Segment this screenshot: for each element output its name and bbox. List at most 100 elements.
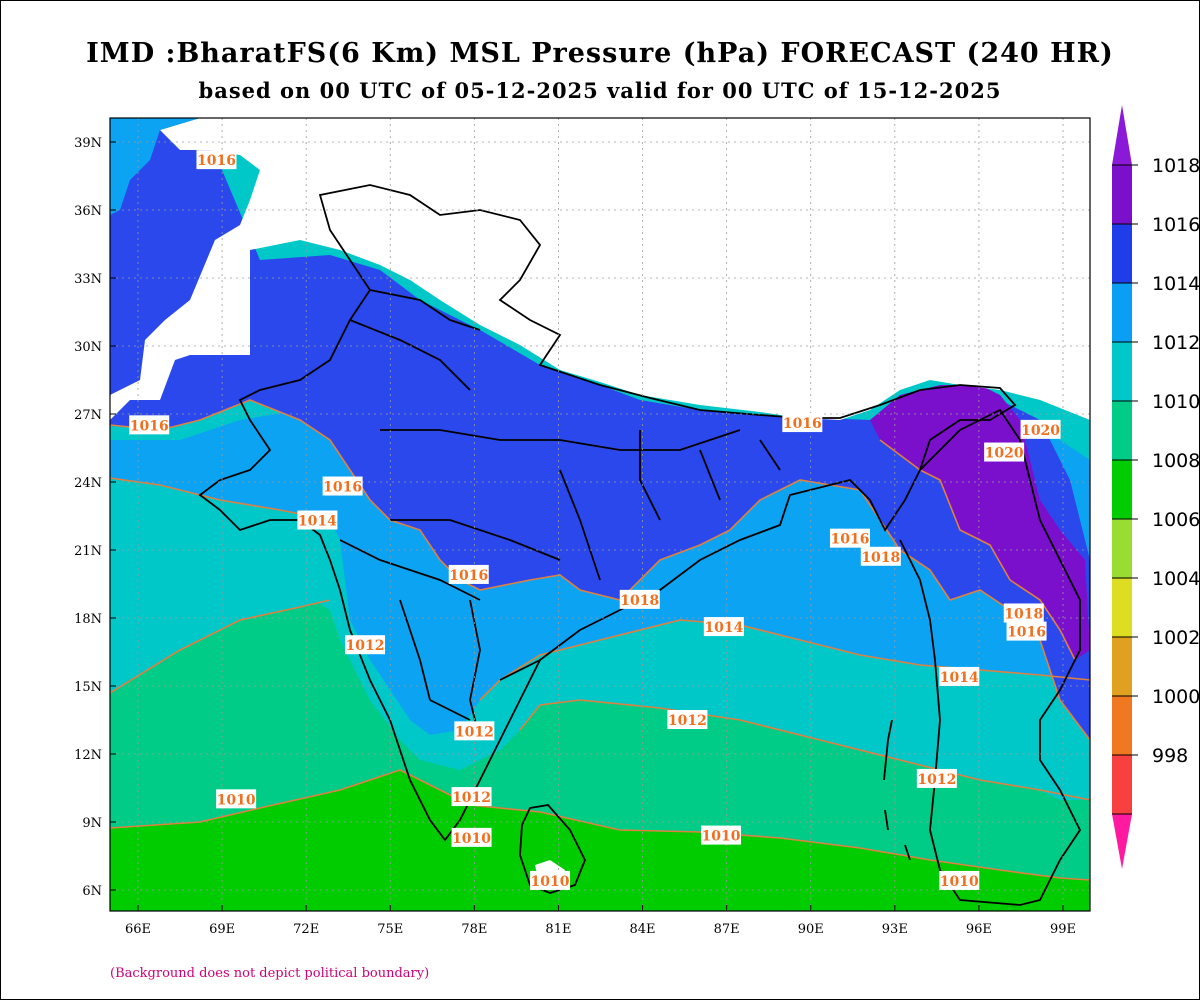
colorbar-label: 1008	[1152, 450, 1200, 472]
colorbar-segment	[1112, 401, 1132, 460]
colorbar-segment	[1112, 165, 1132, 224]
contour-label: 1014	[940, 670, 979, 686]
colorbar-segment	[1112, 696, 1132, 755]
lat-tick-label: 21N	[74, 544, 102, 559]
grid	[110, 118, 1090, 911]
lat-tick-label: 30N	[74, 340, 102, 355]
isobar-1012	[110, 599, 1090, 801]
colorbar-top-arrow	[1112, 105, 1132, 165]
colorbar: 1018 1016 1014 1012 1010 1008 1006 1004 1002 1000…	[1112, 105, 1200, 869]
contour-label: 1014	[298, 514, 337, 530]
colorbar-segment	[1112, 637, 1132, 696]
contour-label: 1016	[323, 480, 362, 496]
axes: 66E 69E 72E 75E 78E 81E 84E 87E 90E 93E 96E 99E 39N 3…	[74, 136, 1076, 937]
colorbar-label: 1014	[1152, 273, 1200, 295]
myanmar-outline	[899, 408, 1082, 906]
lon-tick-label: 90E	[798, 922, 824, 937]
contour-label: 1016	[1007, 625, 1046, 641]
contour-label-box	[297, 510, 338, 530]
colorbar-segment	[1112, 519, 1132, 578]
isobar-1016	[110, 399, 1090, 741]
contour-label: 1014	[704, 620, 743, 636]
colorbar-segment	[1112, 224, 1132, 283]
contour-label-box	[454, 721, 495, 741]
contour-label-box	[939, 870, 980, 890]
isobar-1014	[110, 477, 1090, 701]
colorbar-label: 1016	[1152, 214, 1200, 236]
contour-label: 1012	[455, 724, 494, 740]
contour-label: 1018	[1004, 606, 1043, 622]
contour-label-box	[703, 617, 744, 637]
lat-tick-label: 39N	[74, 136, 102, 151]
contour-label: 1018	[861, 550, 900, 566]
lat-tick-label: 33N	[74, 272, 102, 287]
contour-label: 1016	[197, 153, 236, 169]
colorbar-segment	[1112, 578, 1132, 637]
contour-label-box	[322, 476, 363, 496]
india-outline	[198, 184, 1017, 842]
contour-label-box	[216, 789, 257, 809]
contour-label-box	[984, 442, 1025, 462]
contour-label-box	[667, 710, 708, 729]
contour-label-box	[345, 635, 386, 655]
lon-tick-label: 87E	[714, 922, 740, 937]
field-1008	[110, 770, 1090, 911]
map-title: IMD :BharatFS(6 Km) MSL Pressure (hPa) F…	[86, 38, 1114, 69]
state-lines	[339, 289, 781, 741]
lon-tick-label: 66E	[125, 922, 151, 937]
colorbar-segment	[1112, 342, 1132, 401]
contour-label: 1016	[783, 416, 822, 432]
lon-tick-label: 78E	[461, 922, 487, 937]
colorbar-segment	[1112, 283, 1132, 342]
isobar-1010-south	[110, 769, 1090, 881]
lon-tick-label: 99E	[1050, 922, 1076, 937]
colorbar-label: 1006	[1152, 509, 1200, 531]
colorbar-label: 1004	[1152, 568, 1200, 590]
lat-tick-label: 18N	[74, 612, 102, 627]
contour-label: 1010	[531, 874, 570, 890]
lon-tick-label: 93E	[882, 922, 908, 937]
contour-label-box	[451, 787, 492, 807]
lat-tick-label: 27N	[74, 408, 102, 423]
lat-tick-label: 12N	[74, 748, 102, 763]
field-1016	[110, 118, 1090, 740]
terrain-mask-north	[110, 118, 1090, 420]
map-subtitle: based on 00 UTC of 05-12-2025 valid for …	[198, 78, 1002, 103]
contour-label: 1010	[940, 874, 979, 890]
contour-label-box	[448, 564, 489, 584]
contour-label-box	[860, 546, 901, 566]
contour-label: 1016	[830, 532, 869, 548]
contour-label: 1012	[346, 638, 385, 654]
terrain-mask-northwest	[110, 118, 200, 215]
colorbar-label: 998	[1152, 745, 1188, 767]
contour-label-box	[1003, 603, 1044, 623]
contour-label-box	[129, 415, 170, 435]
contour-label: 1012	[917, 772, 956, 788]
lat-tick-label: 24N	[74, 476, 102, 491]
colorbar-bottom-arrow	[1112, 814, 1132, 869]
contour-label: 1012	[452, 790, 491, 806]
contour-label-box	[701, 825, 742, 845]
lat-tick-label: 9N	[82, 816, 102, 831]
contour-label-box	[1006, 621, 1047, 641]
colorbar-label: 1002	[1152, 627, 1200, 649]
colorbar-label: 1010	[1152, 391, 1200, 413]
lon-tick-label: 81E	[545, 922, 571, 937]
footnote: (Background does not depict political bo…	[110, 966, 430, 981]
contour-label-box	[939, 666, 980, 686]
plot-border	[109, 117, 1091, 912]
contour-label: 1010	[452, 831, 491, 847]
colorbar-segment	[1112, 755, 1132, 814]
lon-tick-label: 96E	[966, 922, 992, 937]
contour-label: 1020	[1021, 423, 1060, 439]
lon-tick-label: 75E	[377, 922, 403, 937]
lat-tick-label: 15N	[74, 680, 102, 695]
contour-label: 1010	[217, 792, 256, 808]
isobar-1018	[879, 439, 1076, 661]
lat-tick-label: 6N	[82, 884, 102, 899]
boundaries	[198, 184, 1082, 906]
contour-label: 1010	[702, 829, 741, 845]
contour-label-box	[916, 768, 957, 788]
contour-label-box	[619, 589, 660, 609]
